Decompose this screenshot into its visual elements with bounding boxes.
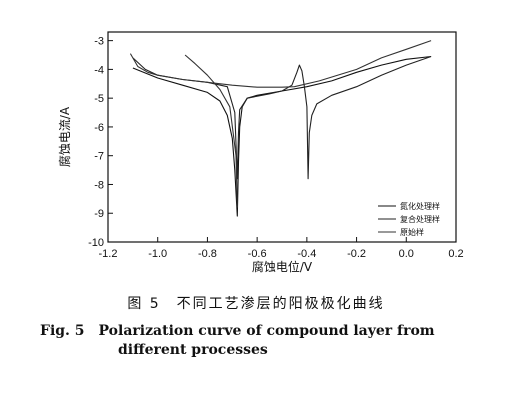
y-tick-label: -10 xyxy=(88,237,104,249)
x-tick-label: -0.2 xyxy=(347,248,366,260)
x-tick-label: -0.4 xyxy=(297,248,316,260)
plot-frame xyxy=(107,31,457,243)
legend-label: 氮化处理样 xyxy=(400,201,440,211)
y-axis-title: 腐蚀电流/A xyxy=(57,106,72,167)
y-tick-label: -9 xyxy=(94,208,104,220)
figure-caption-chinese: 图 5 不同工艺渗层的阳极极化曲线 xyxy=(127,296,385,312)
x-tick-label: 0.2 xyxy=(448,248,463,260)
series-line-2 xyxy=(132,55,432,180)
series-line-3 xyxy=(129,40,432,88)
series-line-1 xyxy=(132,55,432,217)
polarization-chart: -1.2 -1.0 -0.8 -0.6 -0.4 -0.2 0.0 0.2 -10 -9 -8 -7… xyxy=(57,31,464,274)
y-tick-label: -5 xyxy=(94,93,104,105)
legend-label: 复合处理样 xyxy=(400,214,440,224)
y-tick-label: -3 xyxy=(94,36,104,48)
x-axis-title: 腐蚀电位/V xyxy=(252,259,313,274)
y-tick-label: -8 xyxy=(94,179,104,191)
figure-caption-english-line-1: Fig. 5 Polarization curve of compound la… xyxy=(40,323,435,339)
x-tick-label: -1.2 xyxy=(99,248,118,260)
x-tick-label: -1.0 xyxy=(148,248,167,260)
figure-caption-english-line-2: different processes xyxy=(118,342,268,358)
y-tick-label: -6 xyxy=(94,122,104,134)
x-axis: -1.2 -1.0 -0.8 -0.6 -0.4 -0.2 0.0 0.2 xyxy=(99,237,464,260)
x-tick-label: -0.8 xyxy=(198,248,217,260)
y-axis: -10 -9 -8 -7 -6 -5 -4 -3 xyxy=(88,36,113,249)
series-layer xyxy=(129,40,432,217)
x-tick-label: -0.6 xyxy=(248,248,267,260)
y-tick-label: -7 xyxy=(94,151,104,163)
series-line-4 xyxy=(184,54,238,208)
y-tick-label: -4 xyxy=(94,64,104,76)
legend-label: 原始样 xyxy=(400,227,424,237)
x-tick-label: 0.0 xyxy=(399,248,414,260)
